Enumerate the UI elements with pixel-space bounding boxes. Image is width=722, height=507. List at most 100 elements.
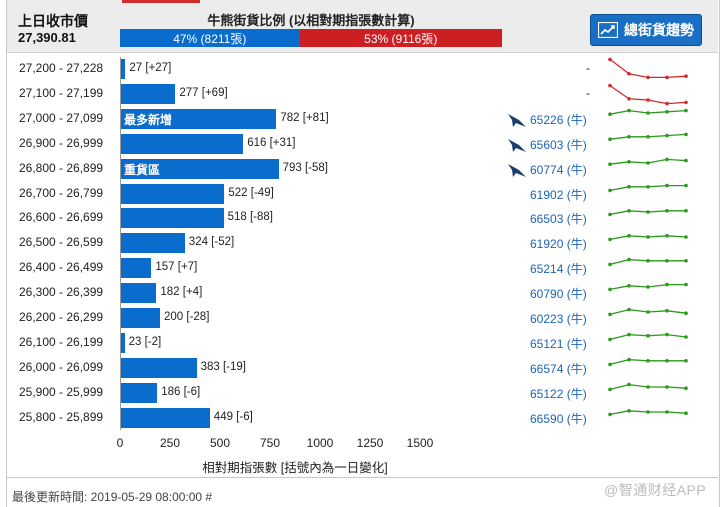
contract-link[interactable]: 61920 (牛) <box>530 237 587 252</box>
sparkline-point <box>627 96 631 101</box>
sparkline-point <box>608 412 612 416</box>
contract-link[interactable]: 65603 (牛) <box>530 137 587 152</box>
sparkline-point <box>665 109 669 114</box>
bear-ratio-segment: 53% (9116張) <box>299 29 502 47</box>
last-updated: 最後更新時間: 2019-05-29 08:00:00 # <box>12 490 213 504</box>
trend-sparkline <box>608 282 688 292</box>
x-tick-label: 250 <box>159 436 181 450</box>
sparkline-point <box>684 100 688 105</box>
contract-link[interactable]: 60790 (牛) <box>530 287 587 302</box>
sparkline-point <box>684 209 688 213</box>
bar-value-label: 200 [-28] <box>164 311 210 323</box>
volume-bar <box>120 158 279 179</box>
strike-range-label: 26,600 - 26,699 <box>19 210 104 225</box>
contract-link[interactable]: 65226 (牛) <box>530 112 587 127</box>
x-tick-label: 750 <box>259 436 281 450</box>
table-row: 26,900 - 26,999 616 [+31] 65603 (牛) <box>7 132 718 157</box>
issuer-logo-icon <box>508 163 526 177</box>
sparkline-point <box>608 137 612 141</box>
sparkline-point <box>646 333 650 338</box>
total-trend-button[interactable]: 總街貨趨勢 <box>590 14 702 46</box>
sparkline-point <box>684 132 688 136</box>
contract-link[interactable]: 66574 (牛) <box>530 361 587 376</box>
bear-ratio-label: 53% (9116張) <box>364 31 438 46</box>
sparkline-point <box>646 384 650 389</box>
strike-range-label: 26,100 - 26,199 <box>19 334 104 349</box>
table-row: 26,700 - 26,799 522 [-49] 61902 (牛) <box>7 182 718 207</box>
x-tick-label: 500 <box>209 436 231 450</box>
volume-bar <box>120 108 277 129</box>
contract-link[interactable]: 60223 (牛) <box>530 312 587 326</box>
sparkline-point <box>665 183 669 187</box>
table-row: 27,100 - 27,199 277 [+69] - <box>7 82 718 107</box>
sparkline-point <box>684 386 688 390</box>
sparkline-point <box>665 282 669 287</box>
strike-range-label: 26,400 - 26,499 <box>19 260 104 275</box>
bar-value-label: 182 [+4] <box>160 286 203 299</box>
contract-link[interactable]: 65122 (牛) <box>530 386 587 401</box>
bar-value-label: 186 [-6] <box>161 385 201 398</box>
watermark: @智通财经APP <box>604 482 707 498</box>
sparkline-point <box>665 259 669 263</box>
sparkline-point <box>665 309 669 313</box>
trend-sparkline <box>608 357 688 366</box>
bar-value-label: 157 [+7] <box>155 261 198 274</box>
bar-value-label: 522 [-49] <box>228 186 274 199</box>
contract-link[interactable]: 66503 (牛) <box>530 212 587 227</box>
x-tick-label: 1000 <box>306 436 334 450</box>
table-row: 26,300 - 26,399 182 [+4] 60790 (牛) <box>7 281 718 306</box>
strike-range-label: 26,000 - 26,099 <box>19 359 104 374</box>
sparkline-point <box>627 134 631 139</box>
strike-range-label: 27,100 - 27,199 <box>19 85 104 100</box>
sparkline-point <box>684 108 688 113</box>
bull-ratio-label: 47% (8211張) <box>173 31 247 46</box>
contract-link[interactable]: 65121 (牛) <box>530 336 587 351</box>
bar-value-label: 383 [-19] <box>200 360 246 373</box>
contract-link[interactable]: 65214 (牛) <box>530 262 587 277</box>
trend-sparkline <box>608 408 688 416</box>
contract-link[interactable]: 61902 (牛) <box>530 187 587 202</box>
sparkline-point <box>608 287 612 292</box>
sparkline-point <box>608 237 612 242</box>
sparkline-point <box>665 157 669 161</box>
table-row: 26,000 - 26,099 383 [-19] 66574 (牛) <box>7 356 718 381</box>
sparkline-point <box>646 134 650 139</box>
empty-contract-dash: - <box>586 61 590 75</box>
bar-value-label: 782 [+81] <box>280 111 329 124</box>
strike-range-label: 26,500 - 26,599 <box>19 235 104 250</box>
sparkline-point <box>608 57 612 62</box>
sparkline-point <box>608 161 612 166</box>
contract-link[interactable]: 66590 (牛) <box>530 411 587 426</box>
sparkline-point <box>608 262 612 267</box>
table-row: 27,000 - 27,099 782 [+81] 最多新增 65226 (牛) <box>7 107 718 132</box>
sparkline-point <box>684 74 688 78</box>
sparkline-point <box>608 387 612 391</box>
volume-bar <box>120 283 157 304</box>
sparkline-point <box>665 332 669 337</box>
sparkline-point <box>665 358 669 363</box>
sparkline-point <box>627 209 631 213</box>
bar-tag-label: 重貨區 <box>124 162 161 177</box>
sparkline-path <box>609 58 687 79</box>
sparkline-point <box>684 158 688 162</box>
ratio-title: 牛熊街貨比例 (以相對期指張數計算) <box>207 13 415 28</box>
sparkline-point <box>608 212 612 217</box>
sparkline-point <box>608 312 612 317</box>
table-row: 26,600 - 26,699 518 [-88] 66503 (牛) <box>7 206 718 231</box>
trend-sparkline <box>608 257 688 267</box>
sparkline-point <box>646 310 650 314</box>
sparkline-point <box>627 284 631 288</box>
table-row: 26,500 - 26,599 324 [-52] 61920 (牛) <box>7 231 718 256</box>
table-row: 26,400 - 26,499 157 [+7] 65214 (牛) <box>7 256 718 281</box>
trend-sparkline <box>608 57 688 80</box>
bar-value-label: 277 [+69] <box>179 86 228 99</box>
table-row: 27,200 - 27,228 27 [+27] - <box>7 57 718 82</box>
table-row: 26,800 - 26,899 793 [-58] 重貨區 60774 (牛) <box>7 157 718 182</box>
bar-value-label: 616 [+31] <box>247 136 296 149</box>
contract-link[interactable]: 60774 (牛) <box>530 162 587 177</box>
sparkline-point <box>646 75 650 80</box>
sparkline-point <box>646 98 650 102</box>
sparkline-point <box>627 72 631 76</box>
sparkline-point <box>627 159 631 164</box>
sparkline-point <box>684 183 688 187</box>
